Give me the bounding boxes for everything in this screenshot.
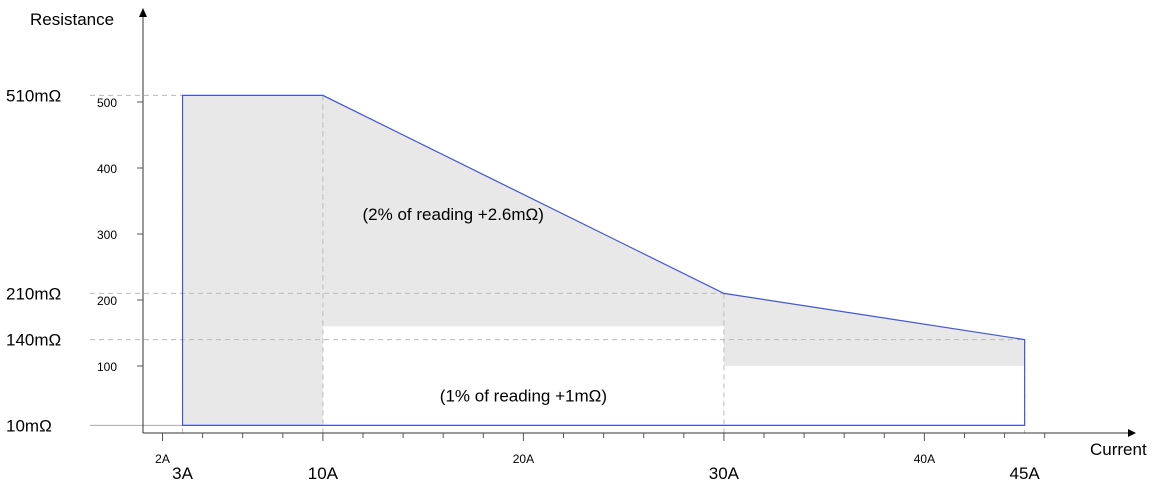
y-key-label-3: 10mΩ xyxy=(6,416,52,435)
y-key-label-0: 510mΩ xyxy=(6,86,61,105)
y-tick-label-400: 400 xyxy=(97,162,117,176)
chart-outline xyxy=(181,94,1026,426)
y-key-label-2: 140mΩ xyxy=(6,331,61,350)
range-outline xyxy=(181,94,1026,426)
annotation-1: (1% of reading +1mΩ) xyxy=(440,387,607,406)
x-tick-label-20A: 20A xyxy=(513,452,534,466)
x-key-label-30A: 30A xyxy=(709,464,740,483)
chart-labels: 100 200 300 400 500 510mΩ 210mΩ 140mΩ 10mΩ 2A 20A 4… xyxy=(6,86,1040,483)
y-axis-title: Resistance xyxy=(30,10,114,29)
y-tick-label-300: 300 xyxy=(97,228,117,242)
x-tick-label-40A: 40A xyxy=(914,452,935,466)
accuracy-region-1pct xyxy=(322,326,1025,426)
y-key-label-1: 210mΩ xyxy=(6,284,61,303)
x-key-label-3A: 3A xyxy=(172,464,193,483)
y-tick-label-200: 200 xyxy=(97,294,117,308)
x-axis-title: Current xyxy=(1090,440,1147,459)
chart-fills xyxy=(182,95,1025,426)
chart-axes xyxy=(137,8,1136,441)
x-key-label-10A: 10A xyxy=(308,464,339,483)
x-key-label-45A: 45A xyxy=(1010,464,1041,483)
annotation-0: (2% of reading +2.6mΩ) xyxy=(363,205,544,224)
y-tick-label-100: 100 xyxy=(97,360,117,374)
x-axis-arrow xyxy=(1128,429,1136,437)
x-tick-label-2A: 2A xyxy=(155,452,170,466)
y-tick-label-500: 500 xyxy=(97,96,117,110)
y-axis-arrow xyxy=(139,8,147,17)
